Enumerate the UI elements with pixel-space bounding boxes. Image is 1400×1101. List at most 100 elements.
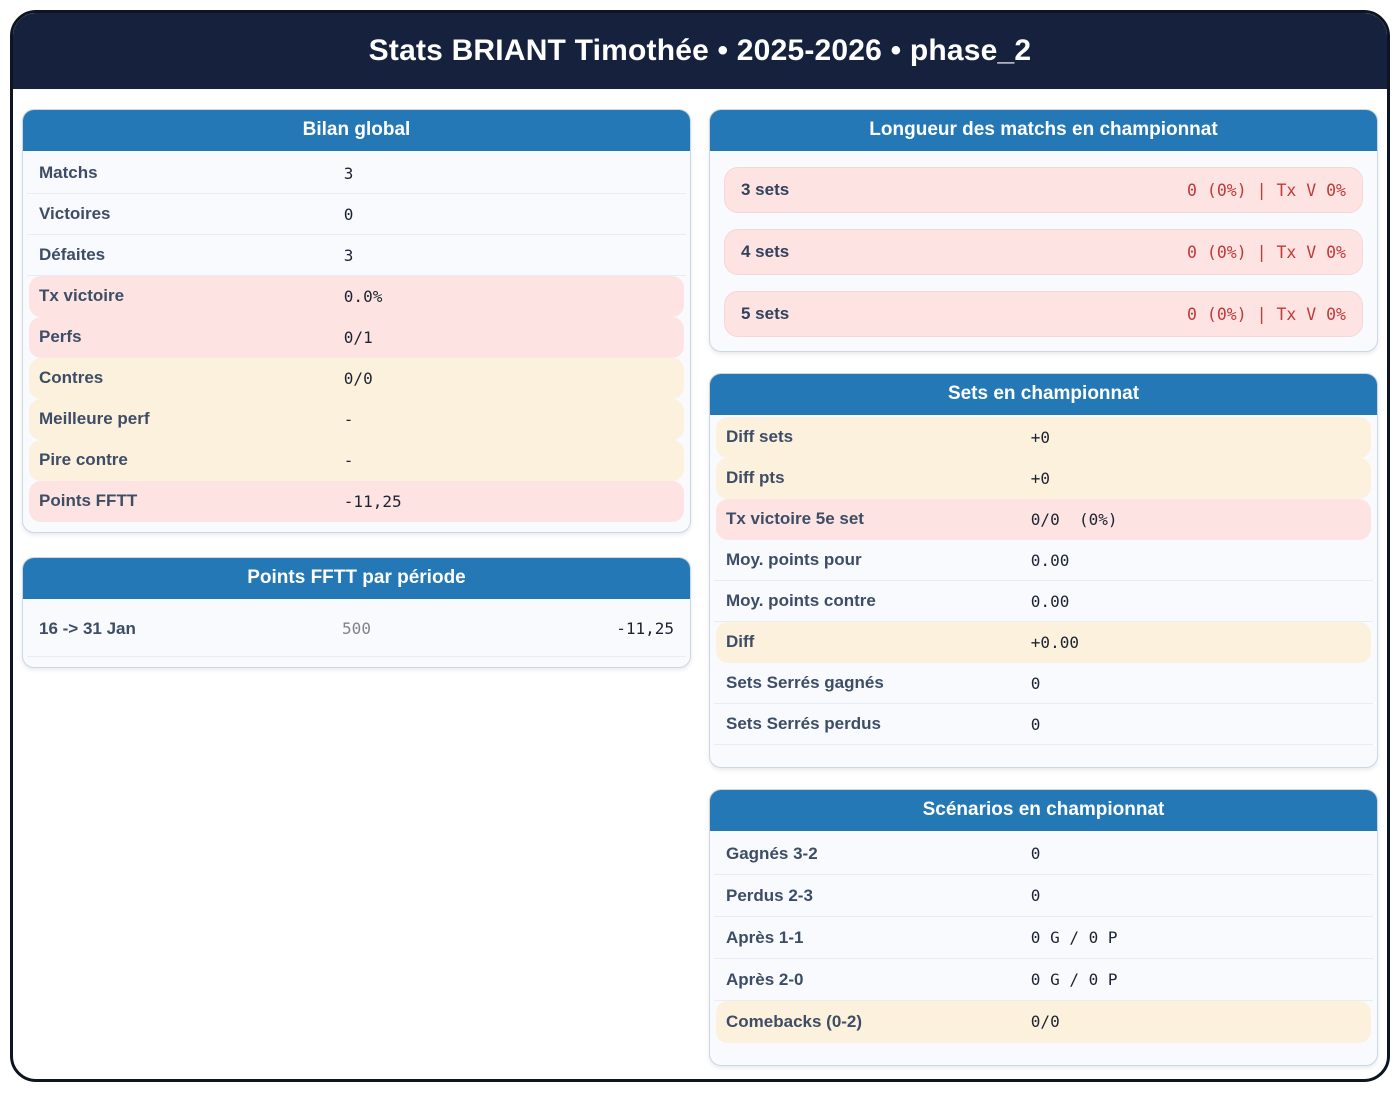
stat-value: 3 bbox=[343, 245, 354, 265]
pill-label: 4 sets bbox=[741, 242, 790, 261]
stat-label: Matchs bbox=[39, 163, 98, 182]
stat-label: Gagnés 3-2 bbox=[726, 843, 818, 863]
stat-row-comebacks-0-2: Comebacks (0-2) 0/0 bbox=[716, 1001, 1371, 1043]
stat-value: -11,25 bbox=[343, 491, 402, 511]
stat-value: - bbox=[343, 450, 354, 470]
pill-label: 5 sets bbox=[741, 304, 790, 323]
stat-label: Après 1-1 bbox=[726, 927, 804, 947]
stat-label: Perfs bbox=[39, 327, 82, 346]
stat-label: Tx victoire 5e set bbox=[726, 509, 864, 528]
stat-label: Contres bbox=[39, 368, 104, 387]
stat-row-moy-points-contre: Moy. points contre 0.00 bbox=[714, 581, 1373, 622]
stat-row-diff: Diff +0.00 bbox=[716, 622, 1371, 663]
pill-value: 0 (0%) | Tx V 0% bbox=[1187, 304, 1346, 324]
stat-value: 0 G / 0 P bbox=[1030, 970, 1118, 989]
card-body-bilan-global: Matchs 3 Victoires 0 Défaites 3 Tx victo… bbox=[23, 151, 690, 532]
stat-value: 0 G / 0 P bbox=[1030, 928, 1118, 947]
periode-delta: -11,25 bbox=[616, 619, 675, 638]
right-column: Longueur des matchs en championnat 3 set… bbox=[709, 109, 1378, 1066]
periode-label: 16 -> 31 Jan bbox=[39, 618, 136, 638]
stat-value: 0/0 bbox=[343, 368, 373, 388]
card-points-fftt-periode: Points FFTT par période 16 -> 31 Jan 500… bbox=[22, 557, 691, 668]
stat-row-contres: Contres 0/0 bbox=[29, 358, 684, 399]
pill-row-4-sets: 4 sets 0 (0%) | Tx V 0% bbox=[724, 229, 1363, 275]
card-longueur-matchs: Longueur des matchs en championnat 3 set… bbox=[709, 109, 1378, 352]
stat-row-apres-1-1: Après 1-1 0 G / 0 P bbox=[714, 917, 1373, 959]
stat-row-sets-serres-gagnes: Sets Serrés gagnés 0 bbox=[714, 663, 1373, 704]
stat-value: 0.00 bbox=[1030, 550, 1070, 570]
pill-label: 3 sets bbox=[741, 180, 790, 199]
stat-value: 0 bbox=[1030, 714, 1041, 734]
stat-label: Moy. points contre bbox=[726, 591, 876, 610]
app-header: Stats BRIANT Timothée • 2025-2026 • phas… bbox=[13, 13, 1387, 89]
stat-label: Diff bbox=[726, 632, 755, 651]
stat-value: 0 bbox=[1030, 886, 1041, 905]
stat-value: 0/1 bbox=[343, 327, 373, 347]
stat-row-perfs: Perfs 0/1 bbox=[29, 317, 684, 358]
stat-label: Moy. points pour bbox=[726, 550, 862, 569]
stat-value: - bbox=[343, 409, 354, 429]
left-column: Bilan global Matchs 3 Victoires 0 Défait… bbox=[22, 109, 691, 668]
pill-row-3-sets: 3 sets 0 (0%) | Tx V 0% bbox=[724, 167, 1363, 213]
stat-label: Défaites bbox=[39, 245, 106, 264]
stat-row-diff-sets: Diff sets +0 bbox=[716, 417, 1371, 458]
card-title-scenarios-championnat: Scénarios en championnat bbox=[710, 790, 1377, 831]
stat-row-sets-serres-perdus: Sets Serrés perdus 0 bbox=[714, 704, 1373, 745]
stat-value: 0.0% bbox=[343, 286, 383, 306]
stat-value: 0 bbox=[1030, 673, 1041, 693]
stat-label: Victoires bbox=[39, 204, 111, 223]
stat-row-tx-victoire-5e-set: Tx victoire 5e set 0/0 (0%) bbox=[716, 499, 1371, 540]
stat-label: Tx victoire bbox=[39, 286, 125, 305]
page-title: Stats BRIANT Timothée • 2025-2026 • phas… bbox=[368, 34, 1032, 67]
stat-value: 0/0 (0%) bbox=[1030, 509, 1118, 529]
stat-label: Diff pts bbox=[726, 468, 785, 487]
periode-row: 16 -> 31 Jan 500 -11,25 bbox=[27, 601, 686, 657]
card-sets-championnat: Sets en championnat Diff sets +0 Diff pt… bbox=[709, 373, 1378, 768]
stat-value: 0 bbox=[343, 204, 354, 224]
stat-label: Comebacks (0-2) bbox=[726, 1011, 863, 1031]
card-body-sets-championnat: Diff sets +0 Diff pts +0 Tx victoire 5e … bbox=[710, 415, 1377, 767]
stat-row-matchs: Matchs 3 bbox=[27, 153, 686, 194]
pill-value: 0 (0%) | Tx V 0% bbox=[1187, 242, 1346, 262]
stat-label: Perdus 2-3 bbox=[726, 885, 813, 905]
stat-value: +0 bbox=[1030, 427, 1051, 447]
stat-row-points-fftt: Points FFTT -11,25 bbox=[29, 481, 684, 522]
stat-row-tx-victoire: Tx victoire 0.0% bbox=[29, 276, 684, 317]
pill-row-5-sets: 5 sets 0 (0%) | Tx V 0% bbox=[724, 291, 1363, 337]
stat-label: Diff sets bbox=[726, 427, 794, 446]
stat-row-apres-2-0: Après 2-0 0 G / 0 P bbox=[714, 959, 1373, 1001]
card-scenarios-championnat: Scénarios en championnat Gagnés 3-2 0 Pe… bbox=[709, 789, 1378, 1066]
stat-label: Sets Serrés perdus bbox=[726, 714, 881, 733]
card-body-longueur-matchs: 3 sets 0 (0%) | Tx V 0% 4 sets 0 (0%) | … bbox=[710, 151, 1377, 351]
stat-row-meilleure-perf: Meilleure perf - bbox=[29, 399, 684, 440]
stat-value: +0.00 bbox=[1030, 632, 1079, 652]
app-frame: Stats BRIANT Timothée • 2025-2026 • phas… bbox=[10, 10, 1390, 1082]
card-title-longueur-matchs: Longueur des matchs en championnat bbox=[710, 110, 1377, 151]
card-title-points-fftt-periode: Points FFTT par période bbox=[23, 558, 690, 599]
stat-value: 0.00 bbox=[1030, 591, 1070, 611]
stat-row-victoires: Victoires 0 bbox=[27, 194, 686, 235]
stat-row-gagnes-3-2: Gagnés 3-2 0 bbox=[714, 833, 1373, 875]
card-title-bilan-global: Bilan global bbox=[23, 110, 690, 151]
pill-value: 0 (0%) | Tx V 0% bbox=[1187, 180, 1346, 200]
card-body-scenarios-championnat: Gagnés 3-2 0 Perdus 2-3 0 Après 1-1 0 G … bbox=[710, 831, 1377, 1065]
stat-row-moy-points-pour: Moy. points pour 0.00 bbox=[714, 540, 1373, 581]
stat-label: Meilleure perf bbox=[39, 409, 150, 428]
stat-label: Pire contre bbox=[39, 450, 128, 469]
stat-label: Après 2-0 bbox=[726, 969, 804, 989]
stat-value: 0 bbox=[1030, 844, 1041, 863]
periode-points: 500 bbox=[342, 619, 371, 638]
main-content: Bilan global Matchs 3 Victoires 0 Défait… bbox=[13, 89, 1387, 1079]
card-bilan-global: Bilan global Matchs 3 Victoires 0 Défait… bbox=[22, 109, 691, 533]
stat-row-pire-contre: Pire contre - bbox=[29, 440, 684, 481]
stat-value: +0 bbox=[1030, 468, 1051, 488]
stat-row-perdus-2-3: Perdus 2-3 0 bbox=[714, 875, 1373, 917]
stat-row-diff-pts: Diff pts +0 bbox=[716, 458, 1371, 499]
stat-value: 3 bbox=[343, 163, 354, 183]
stat-label: Sets Serrés gagnés bbox=[726, 673, 884, 692]
card-body-points-fftt-periode: 16 -> 31 Jan 500 -11,25 bbox=[23, 599, 690, 667]
card-title-sets-championnat: Sets en championnat bbox=[710, 374, 1377, 415]
stat-label: Points FFTT bbox=[39, 491, 138, 510]
stat-value: 0/0 bbox=[1030, 1012, 1060, 1031]
stat-row-defaites: Défaites 3 bbox=[27, 235, 686, 276]
